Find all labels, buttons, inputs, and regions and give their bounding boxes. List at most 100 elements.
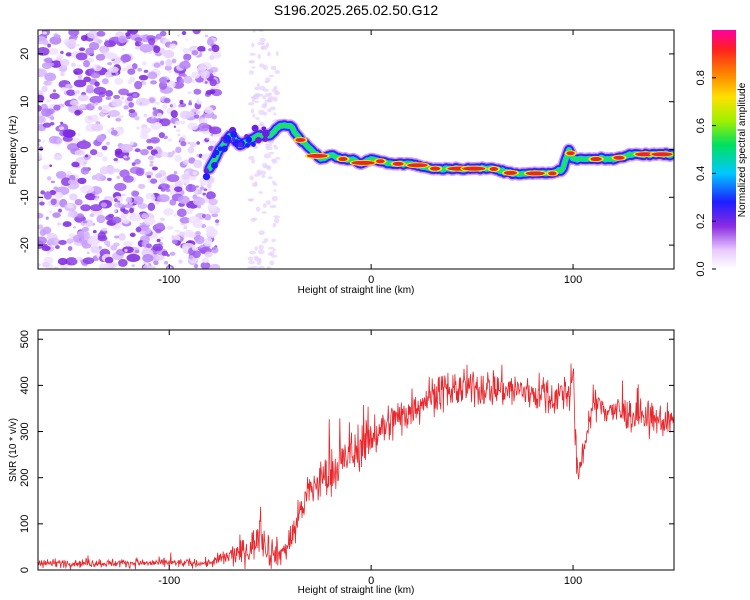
spectrogram-noise-blob (50, 60, 62, 68)
spectrogram-noise-blob (175, 146, 182, 154)
spectrogram-noise-blob (263, 102, 268, 107)
spectrogram-noise-blob (71, 161, 80, 168)
spectrogram-noise-blob (80, 185, 95, 194)
spectrogram-noise-blob (74, 110, 81, 116)
spectrogram-noise-blob (131, 162, 136, 167)
spectrogram-noise-blob (193, 159, 203, 169)
spectrogram-noise-blob (50, 180, 56, 184)
spectrogram-noise-blob (103, 40, 116, 48)
spectrogram-noise-blob (126, 253, 141, 263)
spectrogram-noise-blob (195, 185, 199, 188)
spectrogram-noise-blob (90, 245, 100, 254)
spectrogram-noise-blob (165, 59, 173, 67)
spectrogram-noise-blob (142, 81, 147, 86)
spectrogram-noise-blob (159, 118, 171, 127)
spectrogram-noise-blob (257, 93, 264, 97)
spectrogram-noise-blob (38, 146, 44, 152)
spectrogram-noise-blob (118, 88, 130, 96)
spectrogram-noise-blob (138, 183, 146, 189)
spectrogram-noise-blob (90, 114, 99, 123)
spectrogram-noise-blob (145, 192, 155, 200)
spectrogram-noise-blob (141, 127, 152, 134)
spectrogram-noise-blob (113, 235, 120, 239)
spectrogram-noise-blob (38, 94, 45, 103)
spectrogram-noise-blob (272, 183, 278, 186)
spectrogram-noise-blob (253, 86, 260, 91)
spectrogram-noise-blob (60, 177, 72, 187)
spectrogram-noise-blob (75, 52, 88, 61)
spectrogram-noise-blob (41, 261, 50, 268)
spectrogram-noise-blob (87, 116, 93, 120)
spectrogram-noise-blob (256, 83, 260, 87)
spectrogram-noise-blob (90, 204, 103, 212)
spectrogram-noise-blob (107, 177, 112, 182)
spectrogram-noise-blob (247, 256, 254, 261)
spectrogram-noise-blob (188, 231, 197, 239)
spectrogram-noise-blob (167, 138, 173, 142)
spectrogram-noise-blob (127, 68, 136, 75)
spectrogram-noise-blob (169, 104, 173, 108)
spectrogram-noise-blob (89, 213, 95, 218)
spectrogram-noise-blob (167, 70, 172, 73)
spectrogram-noise-blob (139, 43, 153, 53)
spectrogram-noise-blob (135, 167, 145, 177)
spectrogram-noise-blob (103, 51, 115, 59)
spectrogram-noise-blob (56, 222, 62, 226)
spectrogram-noise-blob (42, 122, 52, 128)
spectrogram-noise-blob (155, 33, 162, 40)
spectrogram-noise-blob (89, 95, 103, 104)
snr-series-line (38, 363, 674, 570)
spectrogram-noise-blob (141, 213, 149, 219)
spectrogram-noise-blob (273, 217, 280, 224)
spectrogram-noise-blob (120, 54, 132, 63)
spectrogram-noise-blob (133, 142, 137, 146)
spectrogram-ridge-scatter (202, 172, 211, 181)
spectrogram-noise-blob (106, 243, 111, 248)
spectrogram-noise-blob (201, 214, 206, 219)
spectrogram-noise-blob (129, 207, 134, 214)
spectrogram-noise-blob (129, 212, 136, 217)
spectrogram-noise-blob (254, 246, 258, 251)
spectrogram-noise-blob (263, 238, 269, 242)
spectrogram-noise-blob (262, 95, 267, 100)
spectrogram-noise-blob (125, 197, 133, 203)
spectrogram-ridge-peak (503, 170, 518, 175)
spectrogram-noise-blob (55, 171, 67, 179)
spectrogram-noise-blob (145, 171, 154, 177)
spectrogram-noise-blob (80, 166, 90, 175)
spectrogram-noise-blob (105, 90, 114, 97)
spectrogram-noise-blob (174, 186, 183, 192)
spectrogram-noise-blob (128, 101, 134, 108)
spectrogram-noise-blob (113, 94, 121, 100)
spectrogram-noise-blob (169, 198, 177, 206)
spectrogram-noise-blob (194, 230, 202, 236)
spectrogram-noise-blob (94, 102, 99, 105)
spectrogram-noise-blob (99, 166, 109, 175)
spectrogram-noise-blob (141, 61, 147, 66)
spectrogram-noise-blob (153, 260, 159, 266)
spectrogram-noise-blob (42, 164, 50, 170)
spectrogram-noise-blob (163, 97, 171, 104)
spectrogram-y-ticks: 20 10 0 -10 -20 (19, 48, 674, 253)
spectrogram-noise-blob (66, 143, 80, 152)
spectrogram-noise-blob (181, 173, 190, 180)
spectrogram-noise-blob (192, 30, 201, 35)
spectrogram-noise-blob (82, 257, 95, 265)
spectrogram-noise-blob (152, 107, 157, 111)
spectrogram-noise-blob (75, 256, 83, 261)
spectrogram-noise-blob (207, 192, 217, 199)
spectrogram-noise-blob (183, 75, 193, 84)
spectrogram-noise-blob (52, 212, 61, 218)
spectrogram-noise-blob (74, 90, 81, 94)
spectrogram-noise-blob (247, 266, 255, 269)
spectrogram-noise-blob (186, 207, 193, 215)
spectrogram-noise-blob (129, 141, 135, 146)
spectrogram-noise-blob (115, 117, 122, 122)
spectrogram-noise-blob (259, 37, 266, 43)
spectrogram-noise-blob (66, 203, 74, 209)
spectrogram-noise-blob (191, 50, 199, 56)
spectrogram-noise-blob (192, 220, 203, 228)
spectrogram-noise-blob (166, 151, 174, 158)
colorbar-tick-label: 0.6 (695, 118, 707, 133)
spectrogram-ridge-peak (295, 137, 306, 142)
